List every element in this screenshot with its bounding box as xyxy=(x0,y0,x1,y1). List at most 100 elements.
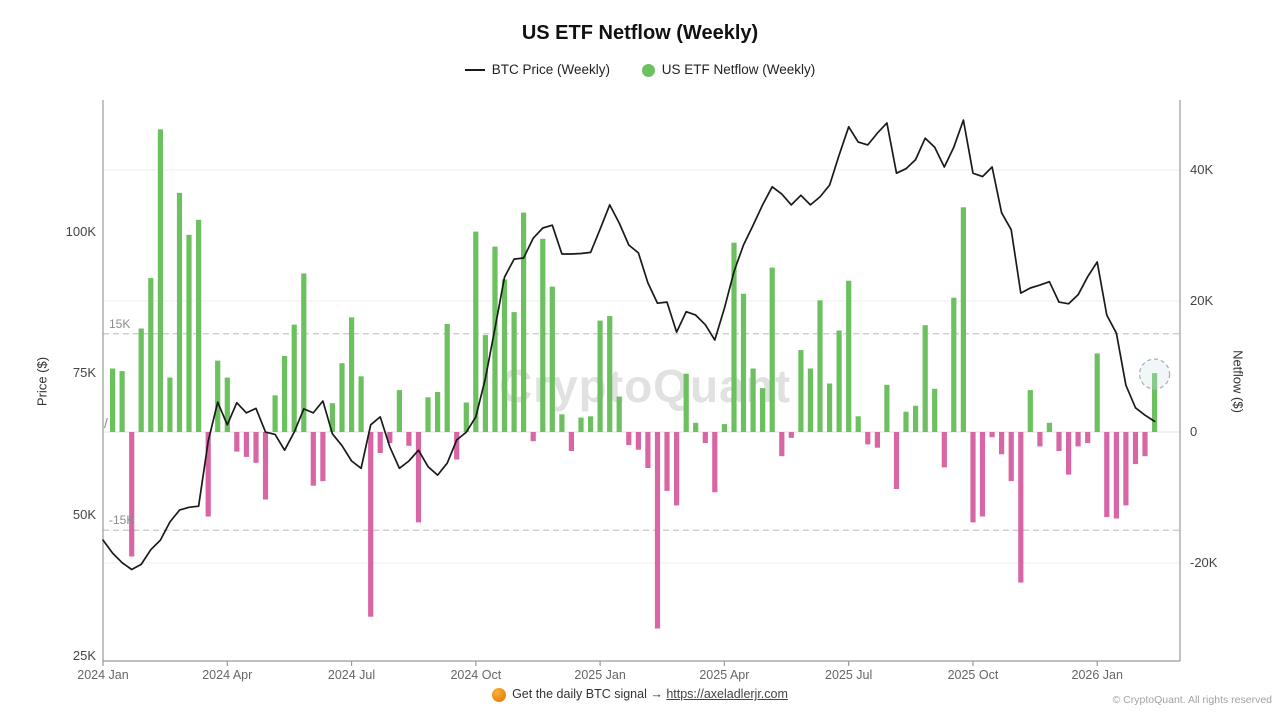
netflow-bar[interactable] xyxy=(1056,432,1062,451)
netflow-bar[interactable] xyxy=(702,432,708,444)
netflow-bar[interactable] xyxy=(588,416,594,432)
netflow-bar[interactable] xyxy=(501,279,508,432)
netflow-bar[interactable] xyxy=(377,432,383,453)
netflow-bar[interactable] xyxy=(234,432,240,452)
netflow-bar[interactable] xyxy=(473,231,479,432)
netflow-bar[interactable] xyxy=(1018,432,1024,583)
netflow-bar[interactable] xyxy=(903,411,909,432)
netflow-bar[interactable] xyxy=(110,368,116,433)
netflow-bar[interactable] xyxy=(664,432,670,491)
netflow-bar[interactable] xyxy=(884,384,890,432)
netflow-bar[interactable] xyxy=(1104,432,1110,518)
netflow-bar[interactable] xyxy=(454,432,460,460)
netflow-bar[interactable] xyxy=(291,324,297,432)
netflow-bar[interactable] xyxy=(1132,432,1139,465)
netflow-bar[interactable] xyxy=(597,320,603,432)
netflow-bar[interactable] xyxy=(960,207,966,432)
netflow-bar[interactable] xyxy=(798,350,804,432)
netflow-bar[interactable] xyxy=(129,432,135,557)
netflow-bar[interactable] xyxy=(779,432,785,457)
netflow-bar[interactable] xyxy=(444,323,450,432)
netflow-bar[interactable] xyxy=(578,417,584,432)
netflow-bar[interactable] xyxy=(148,278,154,432)
netflow-bar[interactable] xyxy=(1046,422,1052,432)
netflow-bar[interactable] xyxy=(740,293,747,432)
netflow-bar[interactable] xyxy=(913,405,919,432)
signal-link[interactable]: https://axeladlerjr.com xyxy=(666,687,788,701)
netflow-bar[interactable] xyxy=(186,234,192,432)
netflow-bar[interactable] xyxy=(262,432,269,500)
netflow-bar[interactable] xyxy=(138,328,144,433)
netflow-bar[interactable] xyxy=(559,414,565,432)
netflow-bar[interactable] xyxy=(731,242,737,432)
netflow-bar[interactable] xyxy=(855,416,861,432)
netflow-bar[interactable] xyxy=(205,432,211,517)
netflow-bar[interactable] xyxy=(521,212,527,432)
netflow-bar[interactable] xyxy=(750,368,756,433)
netflow-bar[interactable] xyxy=(119,371,125,432)
netflow-bar[interactable] xyxy=(1075,432,1081,447)
netflow-bar[interactable] xyxy=(626,432,632,446)
netflow-bar[interactable] xyxy=(243,432,249,457)
netflow-bar[interactable] xyxy=(865,432,871,445)
netflow-bar[interactable] xyxy=(645,432,651,468)
btc-price-line[interactable] xyxy=(102,119,1156,571)
netflow-bar[interactable] xyxy=(817,300,823,432)
legend-item-netflow[interactable]: US ETF Netflow (Weekly) xyxy=(641,62,815,77)
netflow-bar[interactable] xyxy=(683,373,689,432)
netflow-bar[interactable] xyxy=(272,395,278,432)
netflow-bar[interactable] xyxy=(807,368,813,433)
netflow-bar[interactable] xyxy=(1094,353,1100,432)
netflow-bar[interactable] xyxy=(979,432,986,517)
netflow-bar[interactable] xyxy=(788,432,794,438)
legend-item-btc-price[interactable]: BTC Price (Weekly) xyxy=(464,62,610,77)
netflow-bar[interactable] xyxy=(329,403,335,432)
netflow-bar[interactable] xyxy=(654,432,661,629)
netflow-bar[interactable] xyxy=(607,316,613,432)
netflow-bar[interactable] xyxy=(167,377,173,432)
netflow-bar[interactable] xyxy=(693,422,699,432)
netflow-bar[interactable] xyxy=(760,388,766,432)
netflow-bar[interactable] xyxy=(970,432,976,523)
netflow-bar[interactable] xyxy=(941,432,947,468)
netflow-bar[interactable] xyxy=(827,383,833,433)
netflow-bar[interactable] xyxy=(1027,390,1033,432)
netflow-bar[interactable] xyxy=(530,432,536,442)
netflow-bar[interactable] xyxy=(721,424,727,432)
netflow-bar[interactable] xyxy=(368,432,374,617)
netflow-bar[interactable] xyxy=(922,325,928,432)
netflow-bar[interactable] xyxy=(549,286,555,432)
netflow-bar[interactable] xyxy=(568,432,574,451)
netflow-bar[interactable] xyxy=(215,360,221,432)
netflow-bar[interactable] xyxy=(836,330,842,433)
netflow-bar[interactable] xyxy=(1037,432,1043,447)
netflow-bar[interactable] xyxy=(846,280,852,432)
netflow-bar[interactable] xyxy=(157,129,163,432)
netflow-bar[interactable] xyxy=(932,388,938,432)
netflow-bar[interactable] xyxy=(635,432,641,450)
netflow-bar[interactable] xyxy=(387,432,393,444)
netflow-bar[interactable] xyxy=(406,432,412,446)
netflow-bar[interactable] xyxy=(951,297,957,432)
netflow-bar[interactable] xyxy=(301,273,307,433)
netflow-bar[interactable] xyxy=(224,377,230,432)
netflow-bar[interactable] xyxy=(1152,373,1158,432)
netflow-bar[interactable] xyxy=(511,312,517,432)
netflow-bar[interactable] xyxy=(674,432,680,506)
netflow-bar[interactable] xyxy=(310,432,316,486)
netflow-bar[interactable] xyxy=(769,267,775,432)
netflow-bar[interactable] xyxy=(396,390,402,432)
netflow-bar[interactable] xyxy=(1085,432,1091,444)
netflow-bar[interactable] xyxy=(492,246,498,432)
netflow-bar[interactable] xyxy=(1123,432,1129,506)
netflow-bar[interactable] xyxy=(339,363,345,432)
netflow-bar[interactable] xyxy=(435,392,441,432)
netflow-bar[interactable] xyxy=(349,317,355,432)
netflow-bar[interactable] xyxy=(415,432,422,523)
netflow-bar[interactable] xyxy=(196,219,202,432)
netflow-bar[interactable] xyxy=(1008,432,1014,482)
netflow-bar[interactable] xyxy=(999,432,1005,455)
netflow-bar[interactable] xyxy=(540,238,546,432)
netflow-bar[interactable] xyxy=(1066,432,1072,475)
netflow-bar[interactable] xyxy=(320,432,326,482)
